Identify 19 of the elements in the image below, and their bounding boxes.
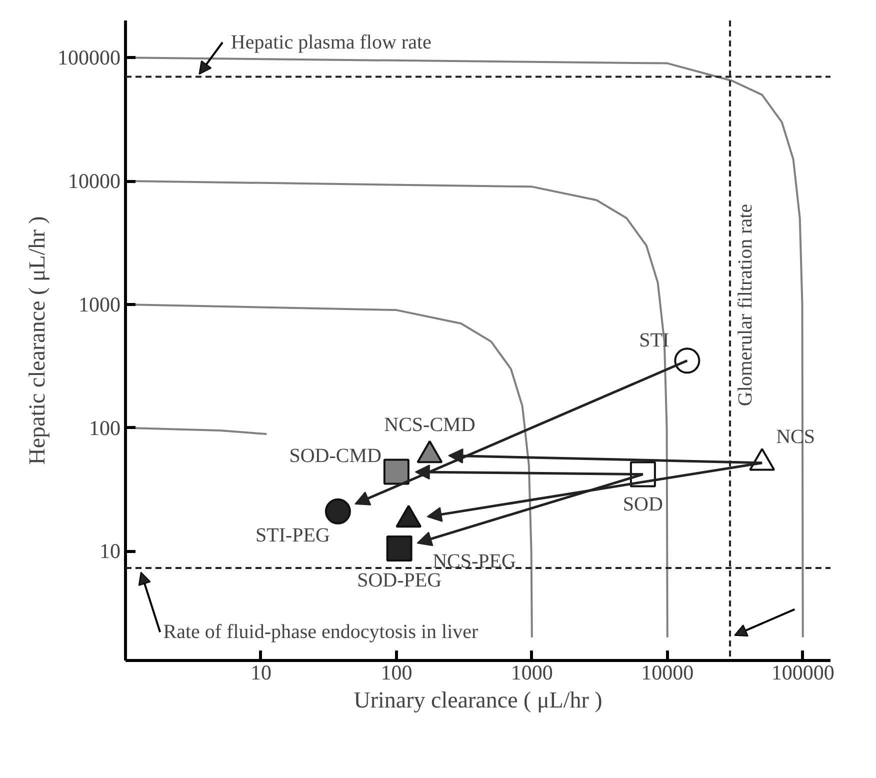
x-tick-label: 1000 xyxy=(510,660,553,684)
series-label: SOD-CMD xyxy=(289,444,382,467)
x-tick-label: 10000 xyxy=(641,660,694,684)
y-tick-label: 10 xyxy=(100,539,120,564)
y-tick-label: 10000 xyxy=(68,169,120,194)
y-tick-label: 100 xyxy=(89,416,120,440)
y-tick-label: 1000 xyxy=(78,292,120,316)
y-axis-title: Hepatic clearance ( μL/hr ) xyxy=(24,216,50,465)
ref-line-label: Rate of fluid-phase endocytosis in liver xyxy=(163,621,479,644)
y-tick-label: 100000 xyxy=(58,46,120,70)
x-tick-label: 100 xyxy=(380,660,412,684)
x-tick-label: 100000 xyxy=(771,660,834,684)
series-label: STI-PEG xyxy=(256,524,330,546)
x-tick-label: 10 xyxy=(250,660,272,684)
series-label: NCS-CMD xyxy=(384,414,476,436)
series-label: SOD xyxy=(622,493,663,516)
x-axis-title: Urinary clearance ( μL/hr ) xyxy=(354,688,602,712)
ref-line-label: Hepatic plasma flow rate xyxy=(230,31,432,54)
ref-line-label: Glomerular filtration rate xyxy=(734,204,756,406)
